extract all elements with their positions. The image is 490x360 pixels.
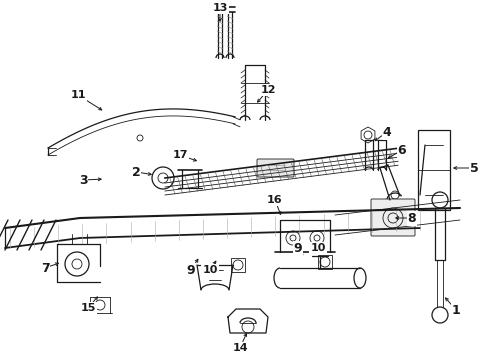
Text: 12: 12 [260, 85, 276, 95]
Text: 11: 11 [70, 90, 86, 100]
Text: 5: 5 [469, 162, 478, 175]
Text: 9: 9 [294, 242, 302, 255]
Text: 13: 13 [212, 3, 228, 13]
Text: 10: 10 [310, 243, 326, 253]
Text: 7: 7 [41, 261, 49, 274]
Text: 17: 17 [172, 150, 188, 160]
Text: 3: 3 [79, 174, 87, 186]
Text: 6: 6 [398, 144, 406, 157]
Text: 4: 4 [383, 126, 392, 139]
Text: 2: 2 [132, 166, 140, 179]
Text: 1: 1 [452, 303, 461, 316]
Text: 14: 14 [232, 343, 248, 353]
Bar [418, 130, 450, 210]
Text: 16: 16 [267, 195, 283, 205]
Text: 9: 9 [187, 264, 196, 276]
Text: 8: 8 [408, 212, 416, 225]
Text: 10: 10 [202, 265, 218, 275]
Bar [318, 255, 332, 269]
Bar [231, 258, 245, 272]
Text: 15: 15 [80, 303, 96, 313]
FancyBboxPatch shape [371, 199, 415, 236]
FancyBboxPatch shape [257, 159, 294, 177]
